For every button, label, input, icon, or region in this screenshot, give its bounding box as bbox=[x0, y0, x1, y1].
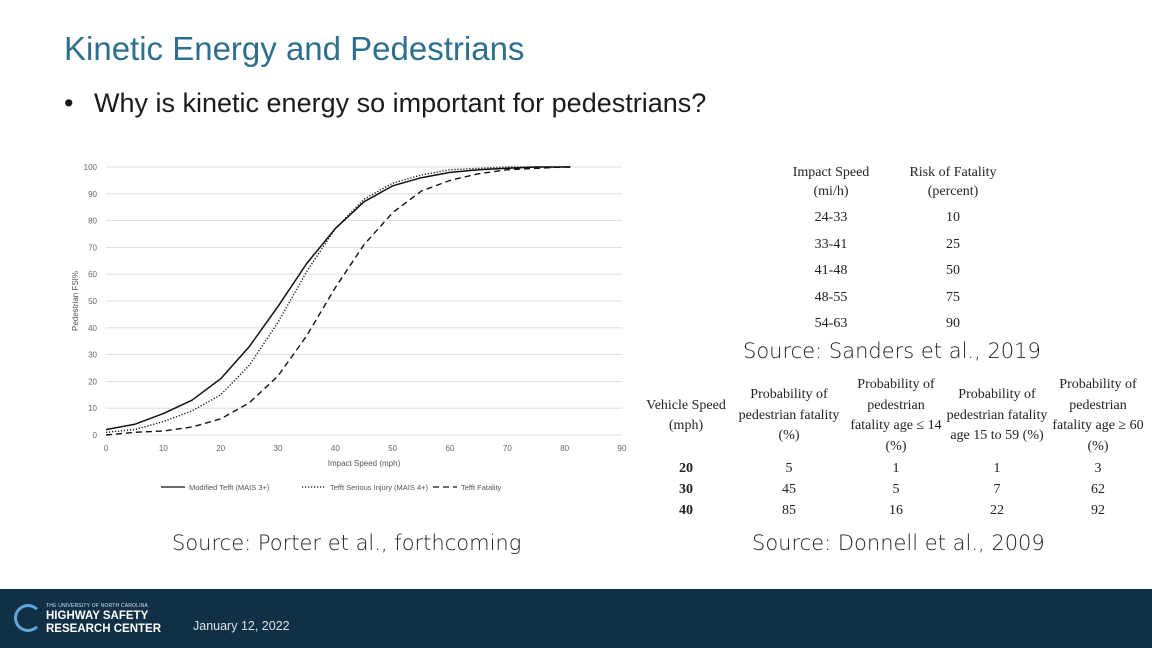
cell-risk: 90 bbox=[946, 316, 960, 331]
series-line bbox=[105, 166, 571, 431]
cell-speed: 48-55 bbox=[814, 289, 848, 305]
table-row: 40 85 16 22 92 bbox=[640, 500, 1148, 521]
table-row: 48-55 75 bbox=[774, 285, 1018, 312]
x-tick-label: 40 bbox=[331, 444, 340, 453]
cell-prob: 5 bbox=[892, 482, 900, 497]
cell-prob: 3 bbox=[1094, 461, 1102, 476]
x-tick-label: 20 bbox=[216, 444, 225, 453]
header-risk-fatality: Risk of Fatality (percent) bbox=[909, 165, 997, 199]
table-row: 24-33 10 bbox=[774, 205, 1018, 232]
cell-prob: 7 bbox=[993, 482, 1001, 497]
cell-prob: 22 bbox=[990, 503, 1004, 518]
logo-university-text: THE UNIVERSITY OF NORTH CAROLINA bbox=[46, 603, 149, 609]
header-prob-age-60: Probability of pedestrian fatality age ≥… bbox=[1052, 377, 1144, 454]
y-tick-label: 10 bbox=[88, 404, 97, 413]
header-prob-overall: Probability of pedestrian fatality (%) bbox=[738, 387, 840, 444]
series-line bbox=[105, 166, 571, 436]
hsrc-logo: THE UNIVERSITY OF NORTH CAROLINA HIGHWAY… bbox=[14, 601, 161, 637]
x-tick-label: 30 bbox=[274, 444, 283, 453]
y-tick-label: 50 bbox=[88, 297, 97, 306]
legend-label: Modified Tefft (MAIS 3+) bbox=[189, 483, 270, 492]
cell-risk: 50 bbox=[946, 263, 960, 278]
y-tick-label: 80 bbox=[88, 217, 97, 226]
logo-line-2: RESEARCH CENTER bbox=[46, 623, 162, 635]
injury-risk-chart: 0 10 20 30 40 50 60 70 80 90 100 0 10 20 30 40 50 60 70 80… bbox=[71, 163, 627, 492]
x-tick-label: 50 bbox=[388, 444, 397, 453]
x-tick-label: 80 bbox=[560, 444, 569, 453]
cell-prob: 62 bbox=[1091, 482, 1105, 497]
bullet-item: • Why is kinetic energy so important for … bbox=[64, 88, 706, 119]
sanders-table: Impact Speed (mi/h) Risk of Fatality (pe… bbox=[774, 163, 1018, 338]
x-tick-label: 10 bbox=[159, 444, 168, 453]
y-axis-ticks: 0 10 20 30 40 50 60 70 80 90 100 bbox=[84, 163, 98, 440]
cell-speed: 41-48 bbox=[814, 263, 848, 278]
cell-speed: 24-33 bbox=[814, 210, 848, 225]
chart-grid bbox=[106, 166, 622, 436]
header-prob-age-15-59: Probability of pedestrian fatality age 1… bbox=[946, 387, 1048, 444]
cell-prob: 85 bbox=[782, 503, 796, 518]
y-tick-label: 90 bbox=[88, 190, 97, 199]
y-tick-label: 20 bbox=[88, 377, 97, 386]
header-vehicle-speed: Vehicle Speed (mph) bbox=[646, 397, 726, 434]
footer-bar: THE UNIVERSITY OF NORTH CAROLINA HIGHWAY… bbox=[0, 589, 1152, 648]
bullet-text: Why is kinetic energy so important for p… bbox=[94, 88, 707, 118]
footer-date: January 12, 2022 bbox=[193, 619, 290, 633]
header-impact-speed: Impact Speed (mi/h) bbox=[792, 165, 870, 199]
cell-speed: 54-63 bbox=[814, 316, 848, 331]
cell-risk: 75 bbox=[946, 289, 960, 305]
x-tick-label: 0 bbox=[104, 444, 109, 453]
y-tick-label: 70 bbox=[88, 243, 97, 252]
logo-line-1: HIGHWAY SAFETY bbox=[46, 610, 149, 622]
table-header-row: Vehicle Speed (mph) Probability of pedes… bbox=[640, 374, 1148, 458]
y-tick-label: 30 bbox=[88, 351, 97, 360]
y-tick-label: 100 bbox=[84, 163, 98, 172]
x-axis-ticks: 0 10 20 30 40 50 60 70 80 90 bbox=[104, 444, 627, 453]
legend-label: Tefft Fatality bbox=[461, 483, 502, 492]
table-header-row: Impact Speed (mi/h) Risk of Fatality (pe… bbox=[774, 163, 1018, 205]
y-axis-label: Pedestrian FSI% bbox=[71, 271, 80, 331]
legend-label: Tefft Serious Injury (MAIS 4+) bbox=[330, 483, 429, 492]
chart-legend: Modified Tefft (MAIS 3+) Tefft Serious In… bbox=[161, 483, 502, 492]
cell-prob: 92 bbox=[1091, 503, 1105, 518]
donnell-table: Vehicle Speed (mph) Probability of pedes… bbox=[640, 374, 1148, 521]
table-row: 30 45 5 7 62 bbox=[640, 479, 1148, 500]
chart-series bbox=[105, 166, 571, 436]
x-tick-label: 60 bbox=[446, 444, 455, 453]
source-donnell: Source: Donnell et al., 2009 bbox=[752, 531, 1045, 555]
y-tick-label: 60 bbox=[88, 270, 97, 279]
x-axis-label: Impact Speed (mph) bbox=[328, 459, 401, 468]
y-tick-label: 40 bbox=[88, 324, 97, 333]
cell-prob: 16 bbox=[889, 503, 903, 518]
x-tick-label: 90 bbox=[618, 444, 627, 453]
cell-speed: 40 bbox=[679, 503, 693, 518]
cell-prob: 5 bbox=[785, 461, 793, 476]
cell-speed: 30 bbox=[679, 482, 693, 497]
table-row: 41-48 50 bbox=[774, 258, 1018, 285]
series-line bbox=[105, 166, 571, 433]
x-tick-label: 70 bbox=[503, 444, 512, 453]
cell-risk: 10 bbox=[946, 210, 960, 225]
table-row: 33-41 25 bbox=[774, 232, 1018, 259]
source-sanders: Source: Sanders et al., 2019 bbox=[743, 339, 1041, 363]
table-row: 20 5 1 1 3 bbox=[640, 458, 1148, 479]
cell-prob: 1 bbox=[892, 461, 900, 476]
table-row: 54-63 90 bbox=[774, 311, 1018, 338]
header-prob-age-14: Probability of pedestrian fatality age ≤… bbox=[850, 377, 942, 454]
y-tick-label: 0 bbox=[93, 431, 98, 440]
logo-ring-icon bbox=[14, 604, 42, 632]
cell-prob: 45 bbox=[782, 482, 796, 497]
cell-speed: 20 bbox=[679, 461, 693, 476]
cell-prob: 1 bbox=[993, 461, 1001, 476]
source-porter: Source: Porter et al., forthcoming bbox=[172, 531, 522, 555]
cell-risk: 25 bbox=[946, 236, 960, 252]
cell-speed: 33-41 bbox=[814, 236, 848, 252]
bullet-dot: • bbox=[64, 88, 74, 118]
slide-title: Kinetic Energy and Pedestrians bbox=[64, 30, 525, 67]
